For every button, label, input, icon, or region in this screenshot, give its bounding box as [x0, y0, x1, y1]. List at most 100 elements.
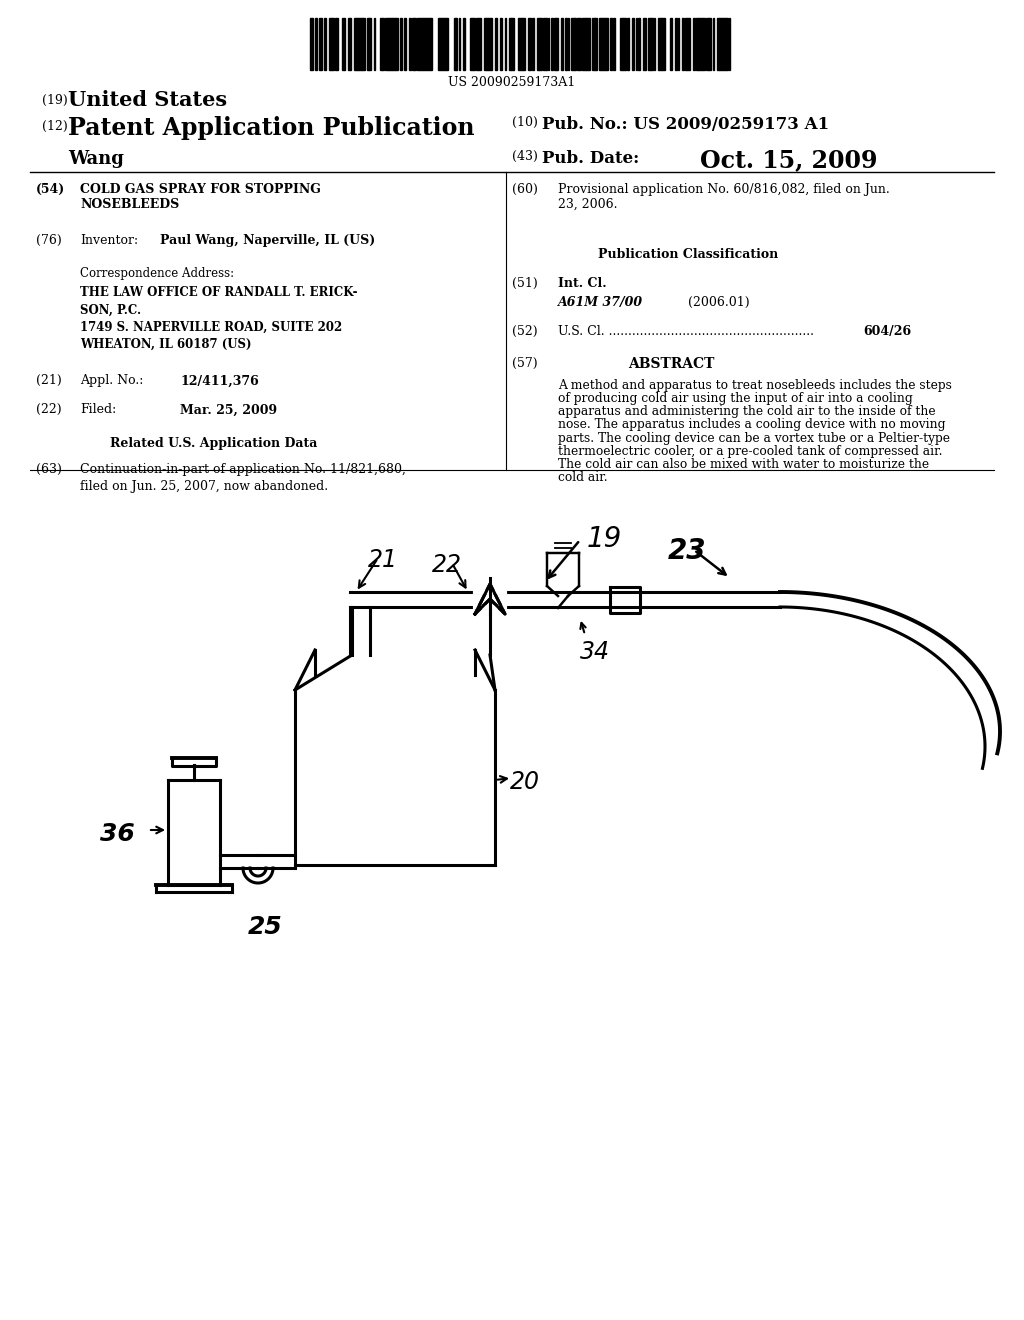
- Bar: [488, 18, 490, 70]
- Text: (2006.01): (2006.01): [688, 296, 750, 309]
- Bar: [463, 18, 465, 70]
- Bar: [632, 18, 634, 70]
- Text: 34: 34: [580, 640, 610, 664]
- Text: ABSTRACT: ABSTRACT: [628, 356, 715, 371]
- Bar: [470, 18, 473, 70]
- Bar: [354, 18, 356, 70]
- Bar: [706, 18, 708, 70]
- Text: 22: 22: [432, 553, 462, 577]
- Text: US 20090259173A1: US 20090259173A1: [449, 77, 575, 88]
- Text: (76): (76): [36, 234, 61, 247]
- Bar: [443, 18, 446, 70]
- Text: (52): (52): [512, 325, 538, 338]
- Text: 20: 20: [510, 770, 540, 795]
- Bar: [623, 18, 625, 70]
- Bar: [693, 18, 695, 70]
- Bar: [700, 18, 703, 70]
- Bar: [369, 18, 371, 70]
- Bar: [404, 18, 406, 70]
- Bar: [703, 18, 705, 70]
- Bar: [543, 18, 546, 70]
- Bar: [414, 18, 416, 70]
- Bar: [509, 18, 511, 70]
- Text: 25: 25: [248, 915, 283, 939]
- Text: (19): (19): [42, 94, 68, 107]
- Text: Int. Cl.: Int. Cl.: [558, 277, 606, 290]
- Bar: [478, 18, 481, 70]
- Bar: [610, 18, 612, 70]
- Bar: [519, 18, 521, 70]
- Bar: [412, 18, 414, 70]
- Bar: [441, 18, 443, 70]
- Bar: [649, 18, 651, 70]
- Text: Continuation-in-part of application No. 11/821,680,: Continuation-in-part of application No. …: [80, 463, 406, 475]
- Bar: [602, 18, 604, 70]
- Bar: [330, 18, 332, 70]
- Text: (54): (54): [36, 183, 66, 195]
- Bar: [725, 18, 728, 70]
- Bar: [417, 18, 419, 70]
- Bar: [500, 18, 502, 70]
- Text: apparatus and administering the cold air to the inside of the: apparatus and administering the cold air…: [558, 405, 936, 418]
- Text: of producing cold air using the input of air into a cooling: of producing cold air using the input of…: [558, 392, 912, 405]
- Text: THE LAW OFFICE OF RANDALL T. ERICK-: THE LAW OFFICE OF RANDALL T. ERICK-: [80, 286, 357, 298]
- Text: (60): (60): [512, 183, 538, 195]
- Bar: [476, 18, 478, 70]
- Bar: [425, 18, 427, 70]
- Bar: [357, 18, 359, 70]
- Text: Publication Classification: Publication Classification: [598, 248, 778, 261]
- Bar: [659, 18, 662, 70]
- Bar: [583, 18, 585, 70]
- Bar: [473, 18, 475, 70]
- Text: filed on Jun. 25, 2007, now abandoned.: filed on Jun. 25, 2007, now abandoned.: [80, 480, 328, 494]
- Bar: [521, 18, 523, 70]
- Bar: [670, 18, 672, 70]
- Text: Provisional application No. 60/816,082, filed on Jun.: Provisional application No. 60/816,082, …: [558, 183, 890, 195]
- Bar: [561, 18, 563, 70]
- Bar: [389, 18, 391, 70]
- Text: Pub. Date:: Pub. Date:: [542, 150, 639, 168]
- Bar: [600, 18, 602, 70]
- Text: A method and apparatus to treat nosebleeds includes the steps: A method and apparatus to treat noseblee…: [558, 379, 952, 392]
- Bar: [675, 18, 677, 70]
- Bar: [336, 18, 338, 70]
- Bar: [698, 18, 700, 70]
- Bar: [332, 18, 334, 70]
- Bar: [324, 18, 326, 70]
- Text: NOSEBLEEDS: NOSEBLEEDS: [80, 198, 179, 210]
- Text: 19: 19: [587, 525, 623, 553]
- Text: Patent Application Publication: Patent Application Publication: [68, 116, 474, 140]
- Text: 36: 36: [100, 822, 135, 846]
- Bar: [588, 18, 590, 70]
- Text: A61M 37/00: A61M 37/00: [558, 296, 643, 309]
- Text: SON, P.C.: SON, P.C.: [80, 304, 141, 317]
- Bar: [682, 18, 684, 70]
- Bar: [362, 18, 365, 70]
- Bar: [592, 18, 594, 70]
- Bar: [551, 18, 553, 70]
- Text: Mar. 25, 2009: Mar. 25, 2009: [180, 404, 278, 416]
- Text: 1749 S. NAPERVILLE ROAD, SUITE 202: 1749 S. NAPERVILLE ROAD, SUITE 202: [80, 321, 342, 334]
- Text: (51): (51): [512, 277, 538, 290]
- Bar: [643, 18, 646, 70]
- Bar: [427, 18, 429, 70]
- Bar: [709, 18, 711, 70]
- Bar: [495, 18, 497, 70]
- Bar: [342, 18, 344, 70]
- Bar: [395, 18, 398, 70]
- Text: Wang: Wang: [68, 150, 124, 168]
- Text: thermoelectric cooler, or a pre-cooled tank of compressed air.: thermoelectric cooler, or a pre-cooled t…: [558, 445, 942, 458]
- Bar: [532, 18, 534, 70]
- Bar: [454, 18, 456, 70]
- Bar: [423, 18, 425, 70]
- Bar: [586, 18, 588, 70]
- Text: (21): (21): [36, 375, 61, 387]
- Text: 23, 2006.: 23, 2006.: [558, 198, 617, 210]
- Bar: [315, 18, 317, 70]
- Text: Pub. No.: US 2009/0259173 A1: Pub. No.: US 2009/0259173 A1: [542, 116, 829, 133]
- Bar: [438, 18, 441, 70]
- Text: (12): (12): [42, 120, 68, 133]
- Bar: [484, 18, 487, 70]
- Text: 604/26: 604/26: [863, 325, 911, 338]
- Text: Filed:: Filed:: [80, 404, 117, 416]
